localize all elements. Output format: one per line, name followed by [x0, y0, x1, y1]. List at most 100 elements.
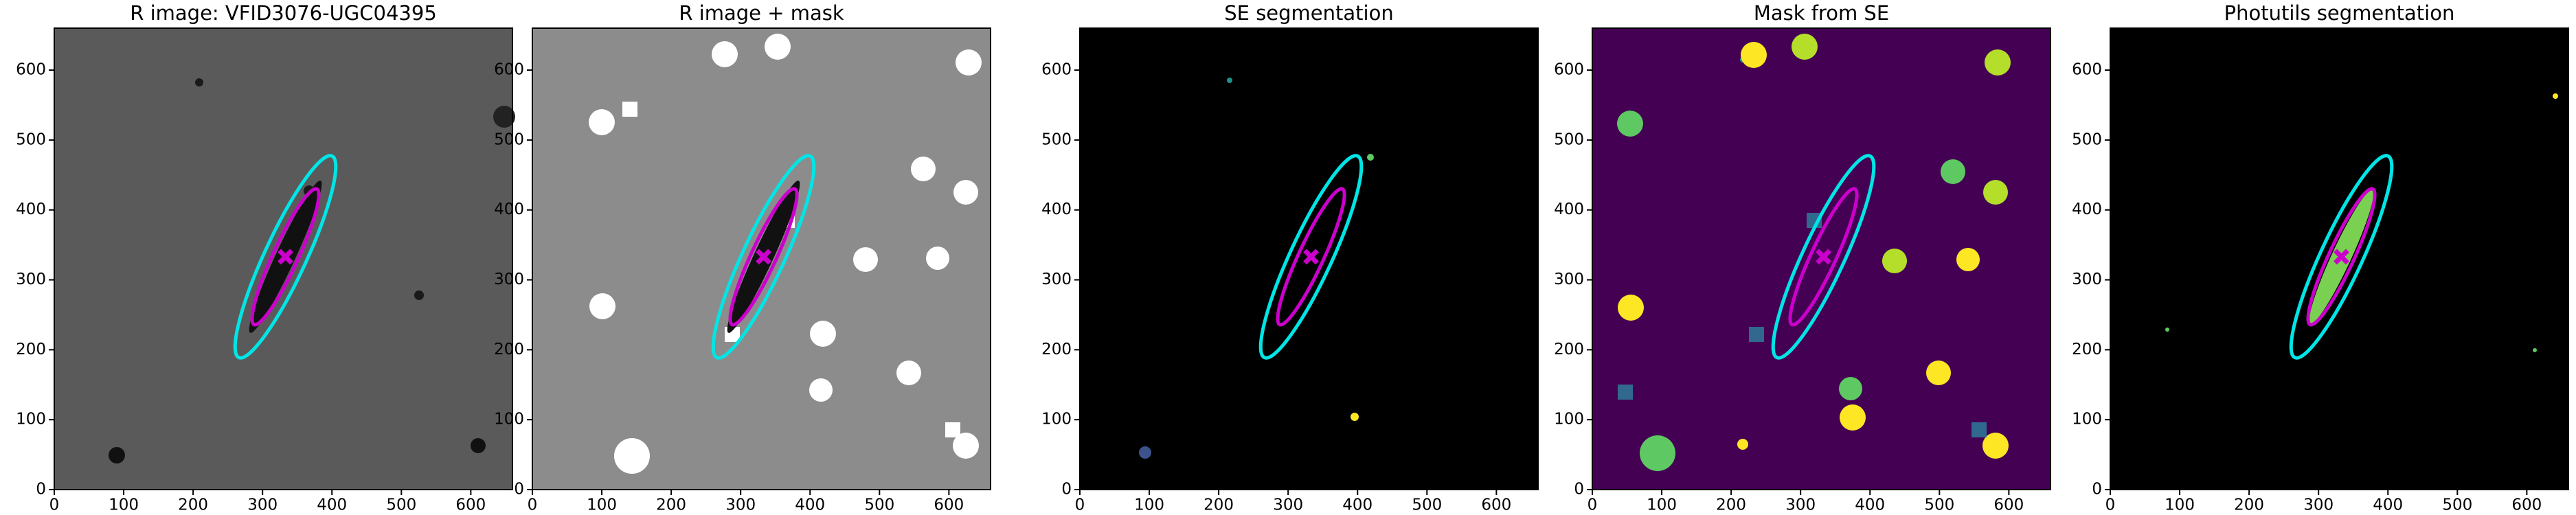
segment — [1227, 78, 1232, 83]
center-marker — [1303, 249, 1320, 265]
x-tick-label: 100 — [1647, 496, 1677, 514]
x-tick-label: 500 — [386, 496, 416, 514]
x-tick-label: 100 — [587, 496, 617, 514]
y-tick-label: 500 — [494, 130, 524, 148]
y-tick-label: 300 — [494, 271, 524, 288]
y-tick-label: 200 — [1554, 341, 1584, 358]
x-tick-label: 600 — [455, 496, 486, 514]
y-tick-label: 100 — [1041, 411, 1072, 428]
mask-blob — [896, 360, 921, 385]
y-tick-label: 300 — [1554, 271, 1584, 288]
x-tick-label: 0 — [2105, 496, 2116, 514]
x-tick-label: 300 — [247, 496, 278, 514]
mask-blob — [1617, 111, 1643, 137]
x-tick-label: 500 — [2442, 496, 2472, 514]
x-tick-label: 300 — [1785, 496, 1816, 514]
y-tick-label: 500 — [1041, 130, 1072, 148]
x-tick-label: 600 — [1481, 496, 1511, 514]
segment — [2165, 328, 2169, 332]
panel-title: SE segmentation — [1224, 1, 1393, 25]
x-tick-label: 500 — [1412, 496, 1442, 514]
axes-frame — [1592, 27, 2051, 490]
x-tick-label: 600 — [1993, 496, 2024, 514]
mask-blob — [1982, 433, 2009, 459]
y-tick-label: 100 — [1554, 411, 1584, 428]
x-tick-label: 400 — [2373, 496, 2403, 514]
x-tick-label: 600 — [934, 496, 964, 514]
y-tick-label: 100 — [494, 411, 524, 428]
x-tick-label: 300 — [2303, 496, 2334, 514]
x-tick-label: 100 — [109, 496, 139, 514]
y-tick-label: 100 — [16, 411, 46, 428]
y-tick-label: 500 — [1554, 130, 1584, 148]
x-tick-label: 300 — [1273, 496, 1303, 514]
y-tick-label: 300 — [2072, 271, 2102, 288]
panel-title: R image: VFID3076-UGC04395 — [130, 1, 437, 25]
mask-blob — [1985, 49, 2011, 76]
mask-blob — [1956, 248, 1980, 271]
y-tick-label: 600 — [2072, 61, 2102, 79]
segment — [1139, 446, 1151, 459]
x-tick-label: 500 — [864, 496, 894, 514]
x-tick-label: 200 — [1716, 496, 1746, 514]
mask-blob — [1640, 435, 1675, 471]
y-tick-label: 400 — [494, 201, 524, 218]
panel-title: Mask from SE — [1754, 1, 1889, 25]
mask-blob — [911, 157, 936, 181]
mask-blob — [953, 433, 979, 459]
x-tick-label: 600 — [2511, 496, 2542, 514]
y-tick-label: 400 — [2072, 201, 2102, 218]
mask-blob — [1618, 295, 1644, 321]
aperture-ellipse — [1268, 183, 1353, 330]
y-tick-label: 400 — [16, 201, 46, 218]
y-tick-label: 200 — [1041, 341, 1072, 358]
y-tick-label: 0 — [1574, 481, 1584, 499]
axes-frame — [532, 27, 991, 490]
source-blobs — [109, 34, 2558, 474]
y-tick-label: 0 — [36, 481, 46, 499]
x-tick-label: 500 — [1924, 496, 1954, 514]
panel-title: Photutils segmentation — [2224, 1, 2455, 25]
mask-blob — [956, 49, 982, 76]
star — [195, 78, 203, 87]
star — [471, 438, 486, 453]
mask-blob — [1971, 422, 1987, 437]
x-tick-label: 300 — [725, 496, 756, 514]
y-tick-label: 0 — [514, 481, 524, 499]
mask-blob — [1983, 180, 2008, 205]
mask-blob — [926, 247, 949, 270]
y-tick-label: 600 — [16, 61, 46, 79]
mask-blob — [1882, 249, 1907, 273]
mask-blob — [712, 41, 738, 67]
y-tick-label: 500 — [16, 130, 46, 148]
aperture-ellipse — [1245, 147, 1377, 366]
x-tick-label: 100 — [2165, 496, 2195, 514]
mask-blob — [1741, 42, 1767, 68]
center-marker — [278, 249, 294, 265]
aperture-ellipse — [721, 183, 806, 330]
mask-blob — [809, 378, 833, 402]
y-tick-label: 600 — [494, 61, 524, 79]
y-tick-label: 0 — [2092, 481, 2102, 499]
panel-title: R image + mask — [679, 1, 844, 25]
aperture-ellipse — [2298, 183, 2384, 330]
segment — [1351, 413, 1359, 421]
x-tick-label: 100 — [1134, 496, 1164, 514]
mask-blob — [765, 34, 791, 60]
mask-blob — [1618, 385, 1633, 400]
mask-blob — [1839, 377, 1862, 400]
x-tick-label: 200 — [2234, 496, 2264, 514]
y-tick-label: 300 — [1041, 271, 1072, 288]
mask-blob — [589, 293, 615, 319]
segment — [1737, 439, 1748, 450]
x-tick-label: 0 — [1588, 496, 1598, 514]
mask-blob — [1840, 404, 1866, 431]
y-tick-label: 400 — [1554, 201, 1584, 218]
x-tick-label: 200 — [1204, 496, 1234, 514]
y-tick-label: 600 — [1041, 61, 1072, 79]
aperture-ellipse — [698, 147, 829, 366]
x-tick-label: 400 — [1342, 496, 1372, 514]
mask-blob — [853, 247, 878, 272]
center-marker — [756, 249, 772, 265]
